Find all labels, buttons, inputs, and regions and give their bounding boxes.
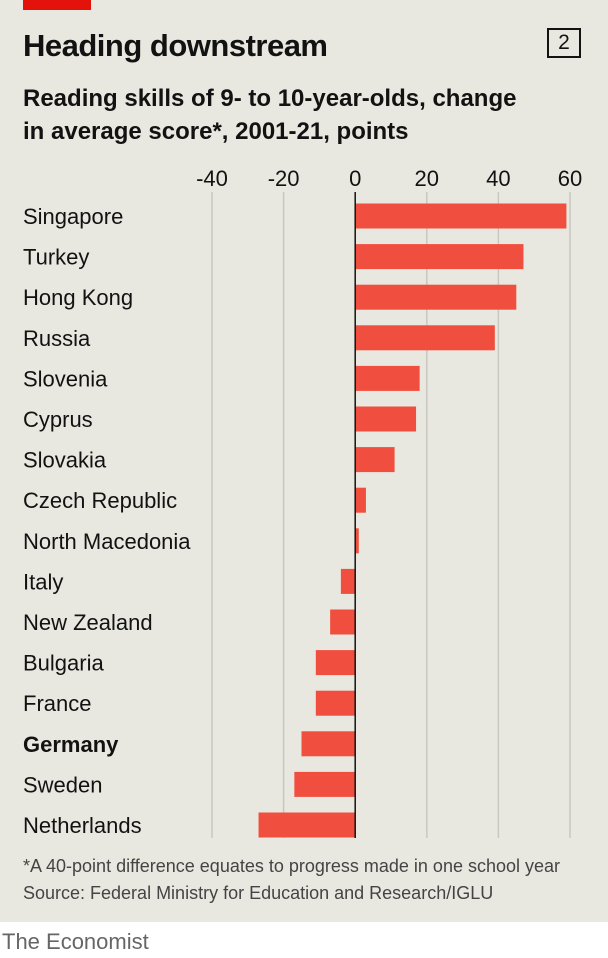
category-label: Singapore [23,204,123,229]
category-label: Cyprus [23,407,93,432]
category-label: France [23,691,91,716]
category-label: Netherlands [23,813,142,838]
category-label: New Zealand [23,610,153,635]
x-tick-label: 60 [558,166,582,191]
bar-bulgaria [315,650,356,676]
category-label: North Macedonia [23,529,191,554]
subtitle-line-2: in average score*, 2001-21, points [23,118,409,145]
bar-czech-republic [355,487,366,513]
bar-russia [355,325,495,351]
x-tick-label: 20 [415,166,439,191]
category-label: Slovakia [23,448,107,473]
x-tick-label: 0 [349,166,361,191]
category-label: Hong Kong [23,285,133,310]
category-label: Bulgaria [23,651,104,676]
x-tick-label: 40 [486,166,510,191]
category-label: Germany [23,732,119,757]
chart-subtitle: Reading skills of 9- to 10-year-olds, ch… [23,82,593,148]
category-label: Slovenia [23,366,108,391]
bar-france [315,690,356,716]
category-label: Sweden [23,772,103,797]
x-tick-label: -20 [268,166,300,191]
brand-label: The Economist [2,929,149,954]
subtitle-line-1: Reading skills of 9- to 10-year-olds, ch… [23,85,517,112]
bar-cyprus [355,406,417,432]
bar-turkey [355,244,524,270]
category-label: Turkey [23,245,89,270]
bar-slovakia [355,447,395,473]
bar-hong-kong [355,284,517,310]
source-note: Source: Federal Ministry for Education a… [23,883,494,903]
chart-number-badge: 2 [547,28,581,58]
x-tick-label: -40 [196,166,228,191]
bar-north-macedonia [355,528,359,554]
bar-new-zealand [330,609,356,635]
bar-netherlands [258,812,356,838]
bar-singapore [355,203,567,229]
category-label: Italy [23,569,63,594]
bar-italy [340,568,356,594]
category-label: Czech Republic [23,488,177,513]
chart-card: Heading downstream 2 Reading skills of 9… [0,0,608,922]
bar-sweden [294,771,356,797]
category-label: Russia [23,326,91,351]
bar-germany [301,731,356,757]
chart-title: Heading downstream [23,28,328,63]
bar-slovenia [355,365,420,391]
accent-bar [23,0,91,10]
bar-chart: -40 -20 0 20 40 60 Singapore Turkey Hong Kong Rus… [23,166,582,838]
footnote: *A 40-point difference equates to progre… [23,856,561,876]
